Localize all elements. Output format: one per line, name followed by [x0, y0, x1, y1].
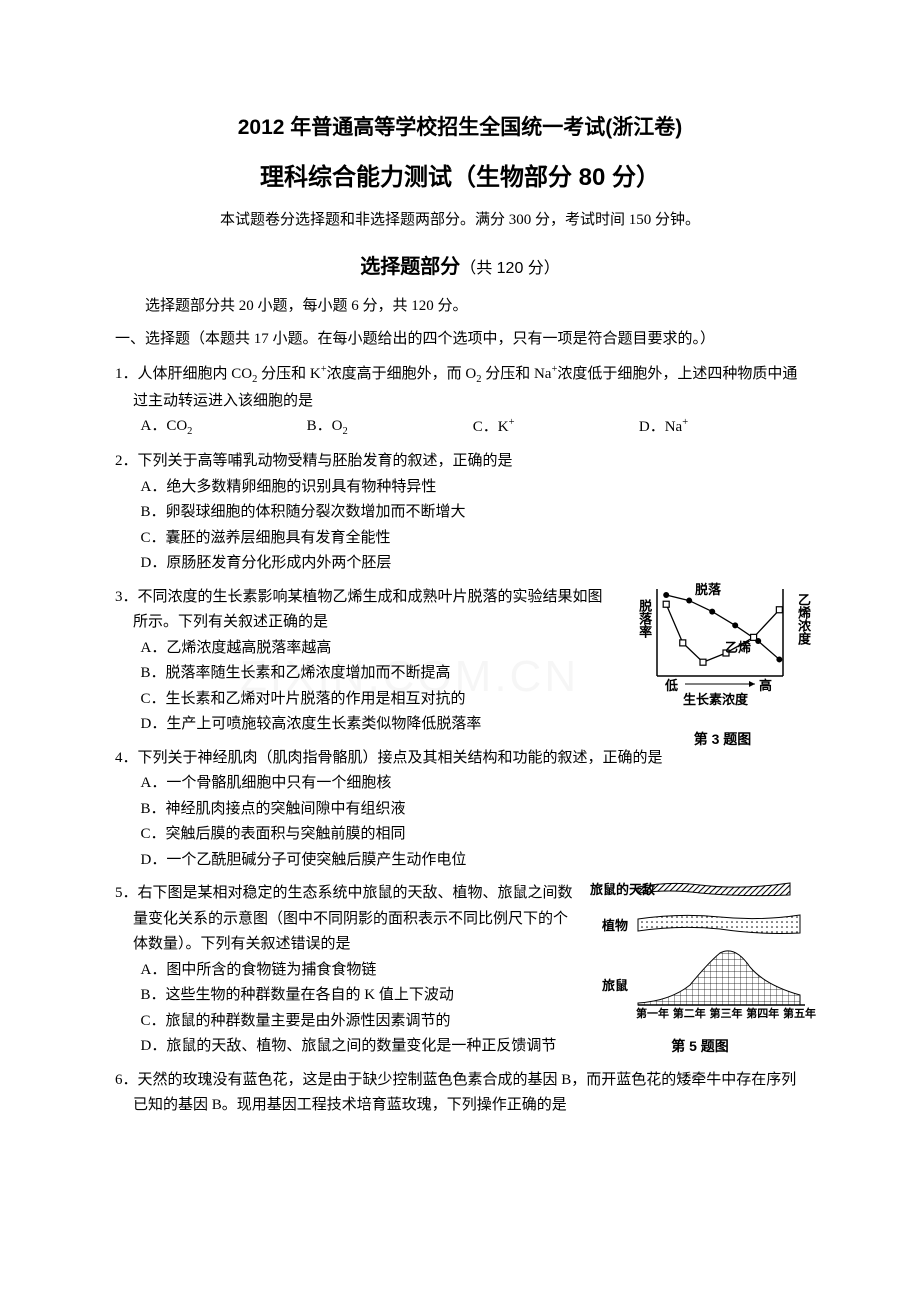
- q3-label-eth: 乙烯: [725, 637, 751, 659]
- q1-options: A．CO2 B．O2 C．K+ D．Na+: [115, 414, 805, 441]
- section-title-text: 选择题部分: [360, 256, 460, 278]
- q5-row2: 植物: [602, 915, 628, 937]
- question-5: 旅鼠的天敌 植物 旅鼠 第一年 第二年 第三年 第四年 第五年 第 5 题图 5…: [115, 881, 805, 1060]
- exam-info: 本试题卷分选择题和非选择题两部分。满分 300 分，考试时间 150 分钟。: [115, 208, 805, 234]
- opt-text: C．K: [473, 419, 509, 435]
- q3-caption: 第 3 题图: [635, 728, 810, 752]
- question-4: 4．下列关于神经肌肉（肌肉指骨骼肌）接点及其相关结构和功能的叙述，正确的是 A．…: [115, 746, 805, 874]
- q5-figure: 旅鼠的天敌 植物 旅鼠 第一年 第二年 第三年 第四年 第五年 第 5 题图: [590, 875, 810, 1058]
- q5-row3: 旅鼠: [602, 975, 628, 997]
- q5-caption: 第 5 题图: [590, 1035, 810, 1059]
- q2-opt-c: C．囊胚的滋养层细胞具有发育全能性: [115, 526, 805, 552]
- opt-sub: 2: [187, 426, 192, 437]
- question-2: 2．下列关于高等哺乳动物受精与胚胎发育的叙述，正确的是 A．绝大多数精卵细胞的识…: [115, 449, 805, 577]
- opt-text: D．Na: [639, 419, 682, 435]
- q3-xhigh: 高: [759, 675, 772, 697]
- q3-figure: 脱落率 乙烯浓度 脱落 乙烯 低 高 生长素浓度 第 3 题图: [635, 581, 810, 752]
- q6-stem: 6．天然的玫瑰没有蓝色花，这是由于缺少控制蓝色色素合成的基因 B，而开蓝色花的矮…: [115, 1068, 805, 1119]
- section-head: 一、选择题（本题共 17 小题。在每小题给出的四个选项中，只有一项是符合题目要求…: [115, 327, 805, 353]
- q2-opt-a: A．绝大多数精卵细胞的识别具有物种特异性: [115, 475, 805, 501]
- q1-opt-c: C．K+: [473, 414, 639, 441]
- q5-x1: 第一年: [636, 1005, 669, 1024]
- q2-stem: 2．下列关于高等哺乳动物受精与胚胎发育的叙述，正确的是: [115, 449, 805, 475]
- exam-title: 2012 年普通高等学校招生全国统一考试(浙江卷): [115, 110, 805, 146]
- opt-text: B．O: [307, 418, 343, 434]
- q1-text: 分压和 K: [257, 366, 320, 382]
- question-3: 脱落率 乙烯浓度 脱落 乙烯 低 高 生长素浓度 第 3 题图 3．不同浓度的生…: [115, 585, 805, 738]
- section-points: （共 120 分）: [460, 260, 560, 277]
- exam-subtitle: 理科综合能力测试（生物部分 80 分）: [115, 158, 805, 199]
- opt-sup: +: [682, 417, 688, 428]
- q3-xlabel: 生长素浓度: [683, 689, 748, 711]
- section-title: 选择题部分（共 120 分）: [115, 250, 805, 284]
- q4-opt-c: C．突触后膜的表面积与突触前膜的相同: [115, 822, 805, 848]
- q1-text: 1．人体肝细胞内 CO: [115, 366, 252, 382]
- q5-x2: 第二年: [673, 1005, 706, 1024]
- q4-opt-b: B．神经肌肉接点的突触间隙中有组织液: [115, 797, 805, 823]
- q1-stem: 1．人体肝细胞内 CO2 分压和 K+浓度高于细胞外，而 O2 分压和 Na+浓…: [115, 361, 805, 414]
- question-1: 1．人体肝细胞内 CO2 分压和 K+浓度高于细胞外，而 O2 分压和 Na+浓…: [115, 361, 805, 441]
- opt-sup: +: [509, 417, 515, 428]
- q5-xlabels: 第一年 第二年 第三年 第四年 第五年: [636, 1005, 816, 1024]
- opt-text: A．CO: [141, 418, 188, 434]
- q5-x4: 第四年: [746, 1005, 779, 1024]
- q1-opt-a: A．CO2: [141, 414, 307, 441]
- q1-text: 分压和 Na: [481, 366, 551, 382]
- q3-label-drop: 脱落: [695, 579, 721, 601]
- q1-opt-b: B．O2: [307, 414, 473, 441]
- q3-ylabel-left: 脱落率: [633, 599, 655, 638]
- q3-ylabel-right: 乙烯浓度: [792, 593, 814, 645]
- q5-row1: 旅鼠的天敌: [590, 879, 655, 901]
- q3-chart: [635, 581, 810, 701]
- q5-x3: 第三年: [710, 1005, 743, 1024]
- q3-xlow: 低: [665, 675, 678, 697]
- section-note: 选择题部分共 20 小题，每小题 6 分，共 120 分。: [115, 294, 805, 320]
- q4-opt-a: A．一个骨骼肌细胞中只有一个细胞核: [115, 771, 805, 797]
- opt-sub: 2: [342, 426, 347, 437]
- q2-opt-d: D．原肠胚发育分化形成内外两个胚层: [115, 551, 805, 577]
- q1-text: 浓度高于细胞外，而 O: [327, 366, 477, 382]
- question-6: 6．天然的玫瑰没有蓝色花，这是由于缺少控制蓝色色素合成的基因 B，而开蓝色花的矮…: [115, 1068, 805, 1119]
- q2-opt-b: B．卵裂球细胞的体积随分裂次数增加而不断增大: [115, 500, 805, 526]
- q4-opt-d: D．一个乙酰胆碱分子可使突触后膜产生动作电位: [115, 848, 805, 874]
- q5-x5: 第五年: [783, 1005, 816, 1024]
- q1-opt-d: D．Na+: [639, 414, 805, 441]
